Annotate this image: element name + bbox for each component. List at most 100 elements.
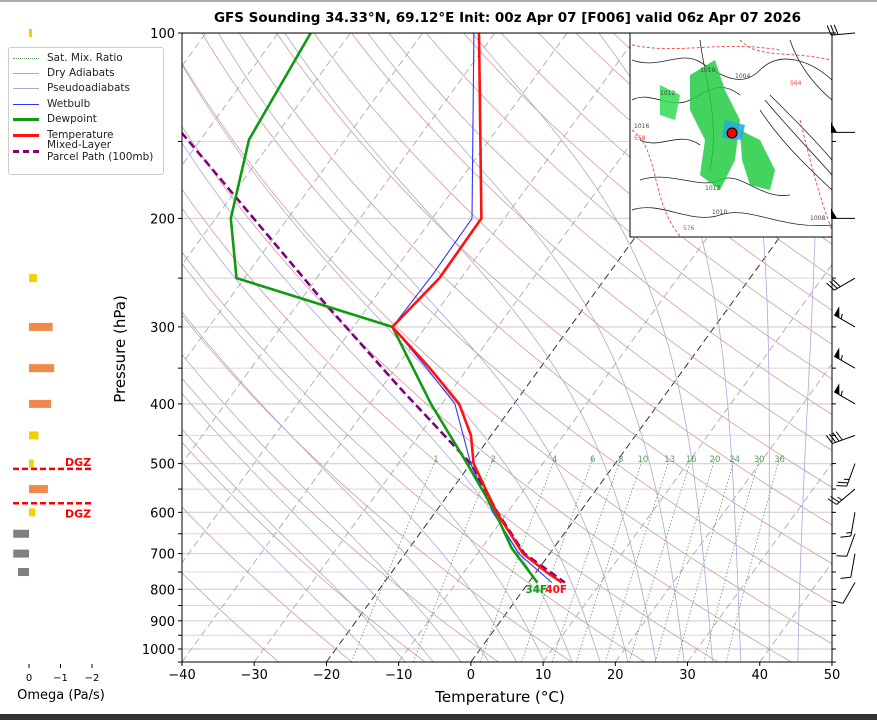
legend: Sat. Mix. Ratio Dry Adiabats Pseudoadiabat…	[8, 47, 164, 175]
mixing-ratio-label: 2	[491, 455, 496, 465]
mixing-ratio-line	[479, 458, 556, 662]
dgz-label: DGZ	[65, 456, 91, 469]
map-contour-label: 1008	[810, 215, 825, 222]
map-contour	[764, 99, 832, 176]
barb-staff	[850, 512, 856, 537]
dry-adiabat	[182, 314, 573, 662]
mixing-ratio-label: 13	[664, 455, 675, 465]
mixing-ratio-label: 20	[710, 455, 721, 465]
temperature-line	[391, 33, 563, 584]
isotherm-line	[831, 661, 832, 662]
wind-barb-icon	[826, 24, 856, 36]
map-content: 1010 1004 1016 1012 558 564 576 1010 1012 1008	[631, 39, 832, 237]
barb-half	[846, 532, 852, 534]
pseudoadiabat	[797, 33, 818, 662]
mixing-ratio-label: 8	[618, 455, 623, 465]
wind-barb-icon	[833, 306, 856, 328]
dry-adiabat	[313, 33, 832, 488]
map-precip-area	[740, 130, 775, 190]
barb-pennant	[831, 122, 837, 133]
map-precip-area	[660, 85, 680, 120]
barb-half	[840, 313, 843, 320]
mixing-ratio-line	[413, 458, 494, 662]
mixing-ratio-line	[676, 458, 736, 662]
y-tick-label: 900	[150, 615, 175, 630]
barb-staff	[846, 463, 856, 487]
mixing-ratio-label: 24	[729, 455, 740, 465]
wind-barb-icon	[831, 208, 855, 219]
omega-bar	[29, 322, 53, 331]
wind-barb-icon	[836, 463, 856, 487]
map-contour	[789, 39, 832, 101]
legend-label: Mixed-Layer Parcel Path (100mb)	[47, 139, 154, 163]
wind-barb-icon	[833, 347, 856, 369]
omega-bar	[29, 431, 39, 440]
dry-adiabat	[182, 377, 499, 662]
dewpoint-line	[229, 33, 539, 584]
barb-staff	[833, 277, 856, 291]
isotherm-line	[542, 263, 832, 662]
x-tick-label: 50	[824, 668, 841, 683]
barb-full	[829, 280, 838, 289]
legend-swatch	[13, 87, 39, 89]
dry-adiabat	[425, 33, 832, 380]
map-contour-label: 576	[683, 225, 695, 232]
x-tick-label: 10	[535, 668, 552, 683]
barb-staff	[833, 391, 856, 405]
y-tick-label: 800	[150, 583, 175, 598]
y-tick-label: 400	[150, 398, 175, 413]
omega-bar	[29, 399, 52, 408]
wind-barbs	[825, 24, 856, 604]
x-tick-label: 40	[751, 668, 768, 683]
barb-full	[827, 498, 837, 505]
map-contour	[631, 57, 832, 81]
chart-title: GFS Sounding 34.33°N, 69.12°E Init: 00z …	[213, 10, 802, 26]
legend-swatch	[13, 133, 39, 137]
dry-adiabat	[388, 33, 832, 415]
x-tick-label: 30	[679, 668, 696, 683]
omega-panel: DGZ DGZ 0 −1 −2	[13, 29, 99, 684]
dry-adiabat	[182, 441, 426, 662]
pseudoadiabat	[598, 33, 742, 662]
pseudoadiabat	[182, 64, 601, 662]
legend-item: Temperature	[13, 128, 114, 142]
barb-pennant	[834, 383, 840, 395]
dry-adiabat	[463, 33, 832, 345]
pseudoadiabat	[182, 354, 462, 662]
legend-item: Sat. Mix. Ratio	[13, 51, 123, 65]
pseudoadiabat	[182, 461, 378, 662]
y-tick-label: 1000	[142, 643, 175, 658]
pseudoadiabat	[182, 262, 518, 662]
dry-adiabat	[182, 62, 832, 645]
mixing-ratio-label: 6	[590, 455, 595, 465]
map-height-contour	[631, 129, 681, 237]
pseudoadiabat	[182, 392, 434, 662]
omega-bar	[13, 549, 29, 558]
map-contour-label: 1010	[700, 67, 715, 74]
dry-adiabat	[838, 33, 877, 662]
omega-bar	[29, 364, 55, 373]
background-grid: 1 2 4 6 8 10 13 16 20 24 30 36	[182, 33, 877, 662]
legend-label: Temperature	[47, 129, 114, 141]
barb-full	[837, 481, 849, 484]
y-tick-label: 700	[150, 548, 175, 563]
mixing-ratio-label: 4	[552, 455, 557, 465]
barb-full	[833, 24, 839, 35]
x-tick-label: −40	[168, 668, 195, 683]
map-contour-label: 1010	[712, 209, 727, 216]
legend-swatch	[13, 117, 39, 121]
omega-bar	[29, 508, 36, 517]
barb-half	[837, 496, 843, 501]
map-contour	[639, 138, 701, 146]
legend-item: Dry Adiabats	[13, 66, 115, 80]
legend-label: Dewpoint	[47, 113, 97, 125]
x-axis-label: Temperature (°C)	[435, 688, 565, 706]
pseudoadiabat	[284, 33, 657, 662]
x-tick-label: 0	[467, 668, 475, 683]
barb-staff	[832, 434, 856, 445]
dry-adiabat	[500, 33, 832, 311]
pseudoadiabat	[367, 33, 685, 662]
omega-tick-label: 0	[26, 673, 32, 684]
barb-full	[836, 555, 847, 557]
